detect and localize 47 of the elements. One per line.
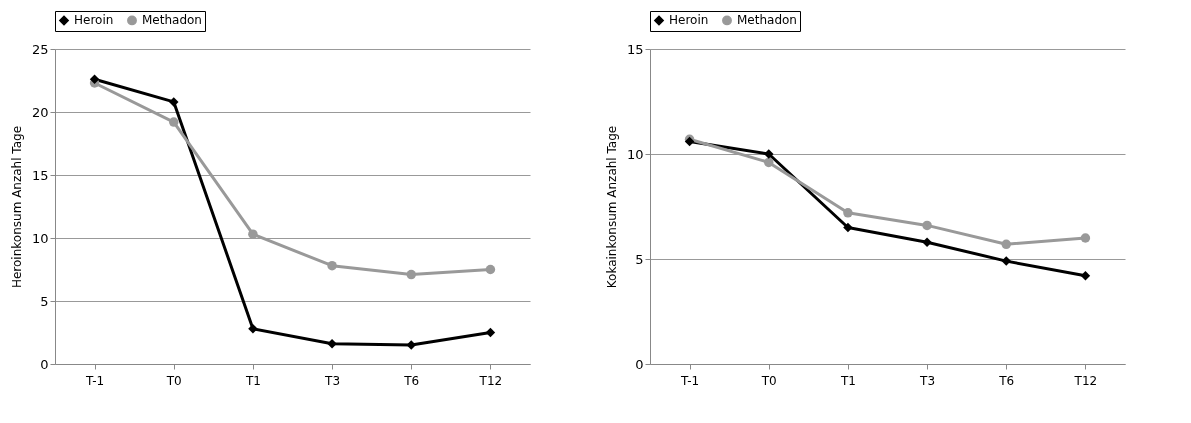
x-tick-label: T6 [998, 373, 1015, 388]
point [89, 74, 100, 84]
x-tick-label: T3 [324, 373, 341, 388]
x-tick-label: T1 [839, 373, 856, 388]
y-tick-label: 20 [31, 104, 49, 120]
point [1001, 239, 1011, 250]
y-axis-title: Kokainkonsum Anzahl Tage [604, 125, 619, 289]
point [248, 229, 258, 239]
x-tick-label: T-1 [679, 373, 700, 388]
point [406, 340, 416, 350]
point [843, 222, 853, 233]
y-tick-label: 25 [31, 41, 49, 57]
point [406, 269, 416, 280]
point [169, 117, 179, 127]
point [764, 157, 774, 168]
point [169, 97, 179, 107]
x-tick-label: T1 [244, 373, 261, 388]
x-tick-label: T6 [403, 373, 420, 388]
point [327, 260, 337, 271]
x-tick-label: T12 [1073, 373, 1098, 388]
y-tick-label: 10 [31, 230, 49, 246]
point [1080, 271, 1091, 281]
y-tick-label: 5 [40, 293, 49, 309]
point [248, 323, 258, 334]
legend-label: Methadon [737, 13, 797, 28]
y-tick-label: 10 [626, 146, 644, 162]
legend-label: Methadon [142, 13, 202, 28]
x-tick-label: T0 [165, 373, 182, 388]
y-tick-label: 0 [635, 356, 644, 372]
point [843, 208, 853, 218]
y-axis-title: Heroinkonsum Anzahl Tage [9, 125, 24, 289]
x-tick-label: T3 [919, 373, 936, 388]
point [922, 237, 932, 247]
legend-label: Heroin [74, 13, 114, 28]
point [485, 327, 496, 338]
x-tick-label: T0 [760, 373, 777, 388]
point [1001, 256, 1011, 266]
legend-label: Heroin [669, 13, 709, 28]
y-tick-label: 15 [31, 167, 49, 183]
point [485, 264, 496, 275]
y-tick-label: 0 [40, 356, 49, 372]
point [1080, 233, 1091, 243]
point [922, 220, 932, 231]
y-tick-label: 5 [635, 251, 644, 267]
x-tick-label: T-1 [84, 373, 105, 388]
y-tick-label: 15 [626, 41, 644, 57]
x-tick-label: T12 [478, 373, 503, 388]
